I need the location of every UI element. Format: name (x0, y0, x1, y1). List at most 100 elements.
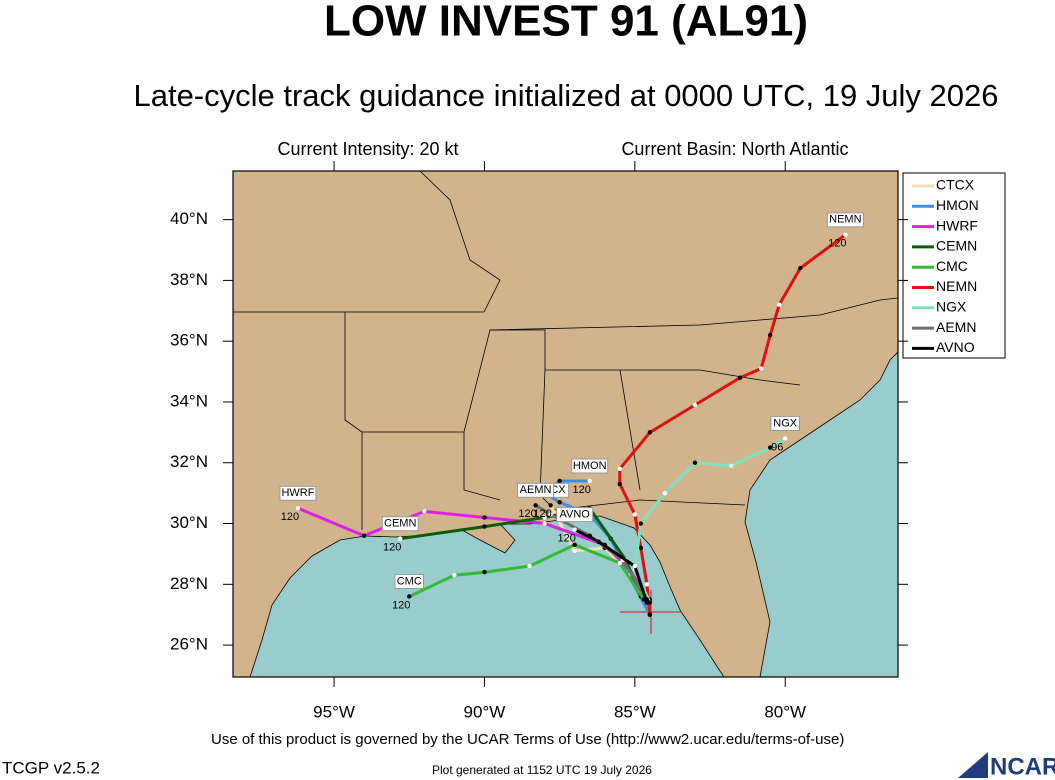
track-point (572, 548, 577, 554)
lon-label: 95°W (313, 702, 355, 721)
track-label-box (394, 573, 425, 589)
track-hour: 120 (573, 484, 591, 496)
atlantic (744, 351, 898, 677)
version: TCGP v2.5.2 (2, 758, 100, 777)
track-label: CMC (397, 575, 422, 587)
track-point (617, 466, 622, 472)
track-point (632, 512, 638, 517)
lat-label: 30°N (170, 513, 208, 532)
track-point (482, 515, 487, 520)
lon-label: 80°W (764, 702, 806, 721)
track-point (843, 232, 848, 238)
track-point (632, 563, 638, 569)
track-label: HMON (573, 460, 607, 472)
borders (463, 329, 641, 491)
track-point (647, 600, 653, 605)
lat-label: 34°N (170, 391, 208, 410)
track-point (482, 524, 487, 529)
track-label: NEMN (829, 214, 861, 226)
track-point (638, 521, 644, 526)
track-point (692, 460, 698, 465)
track-point (617, 560, 622, 566)
track-point (482, 569, 487, 575)
intensity: Current Intensity: 20 kt (277, 139, 458, 159)
track-point (647, 612, 653, 617)
track-label-box (279, 485, 317, 501)
legend-label: HWRF (936, 217, 978, 233)
lat-label: 28°N (170, 574, 208, 593)
track-point (572, 542, 577, 548)
lat-label: 32°N (170, 452, 208, 471)
lon-label: 85°W (614, 702, 656, 721)
track-point (767, 445, 773, 450)
track-point (783, 436, 788, 441)
lat-label: 36°N (170, 331, 208, 350)
track-point (295, 506, 301, 511)
track-label: CEMN (384, 518, 416, 530)
track-hour: 120 (557, 533, 575, 545)
track-hour: 120 (518, 508, 536, 520)
track-point (644, 600, 650, 605)
track-point (407, 594, 412, 599)
basin: Current Basin: North Atlantic (621, 139, 848, 159)
track-point (776, 302, 782, 307)
lat-label: 40°N (170, 209, 208, 228)
terms: Use of this product is governed by the U… (211, 731, 844, 748)
legend-label: HMON (936, 197, 979, 213)
track-point (692, 402, 698, 408)
track-point (542, 515, 547, 520)
track-point (767, 332, 773, 338)
track-hour: 120 (281, 511, 299, 523)
track-label: HWRF (281, 487, 314, 499)
track-line (633, 437, 786, 604)
lon-label: 90°W (464, 702, 506, 721)
legend-label: AVNO (936, 339, 975, 355)
borders (489, 297, 898, 331)
logo-mark (958, 752, 988, 778)
track-line (574, 528, 649, 603)
track-point (557, 478, 562, 484)
track-point (617, 481, 622, 487)
track-label-box (556, 507, 594, 523)
track-label-box (517, 482, 555, 498)
track-hour: 120 (392, 599, 410, 611)
track-point (596, 539, 601, 544)
map-frame (232, 170, 899, 678)
borders (539, 369, 746, 511)
track-point (533, 503, 538, 508)
track-point (361, 533, 367, 538)
legend-label: CTCX (936, 177, 975, 193)
track-point (638, 545, 644, 551)
legend-label: CEMN (936, 238, 977, 254)
track-hour: 96 (771, 441, 783, 453)
subtitle: Late-cycle track guidance initialized at… (133, 78, 998, 113)
legend-label: NEMN (936, 278, 977, 294)
track-point (644, 582, 650, 587)
track-point (647, 430, 653, 435)
borders (233, 311, 363, 530)
lat-label: 38°N (170, 270, 208, 289)
logo: NCAR (990, 753, 1055, 780)
generated: Plot generated at 1152 UTC 19 July 2026 (432, 763, 652, 777)
track-label: NGX (773, 417, 798, 429)
track-point (587, 478, 592, 484)
track-point (798, 266, 803, 271)
track-label-box (770, 415, 800, 431)
track-point (527, 563, 532, 569)
track-hour: 120 (828, 238, 846, 250)
lat-label: 26°N (170, 635, 208, 654)
track-label: AEMN (520, 484, 552, 496)
track-hour: 120 (533, 508, 551, 520)
track-label: AVNO (559, 509, 590, 521)
tracks (295, 232, 848, 617)
borders (362, 431, 501, 501)
legend-label: AEMN (936, 319, 976, 335)
track-point (662, 490, 668, 496)
track-label-box (571, 458, 609, 474)
track-point (737, 375, 743, 380)
track-point (548, 512, 553, 517)
borders (345, 171, 501, 313)
track-label-box (381, 516, 419, 532)
track-hour: 120 (383, 542, 401, 554)
